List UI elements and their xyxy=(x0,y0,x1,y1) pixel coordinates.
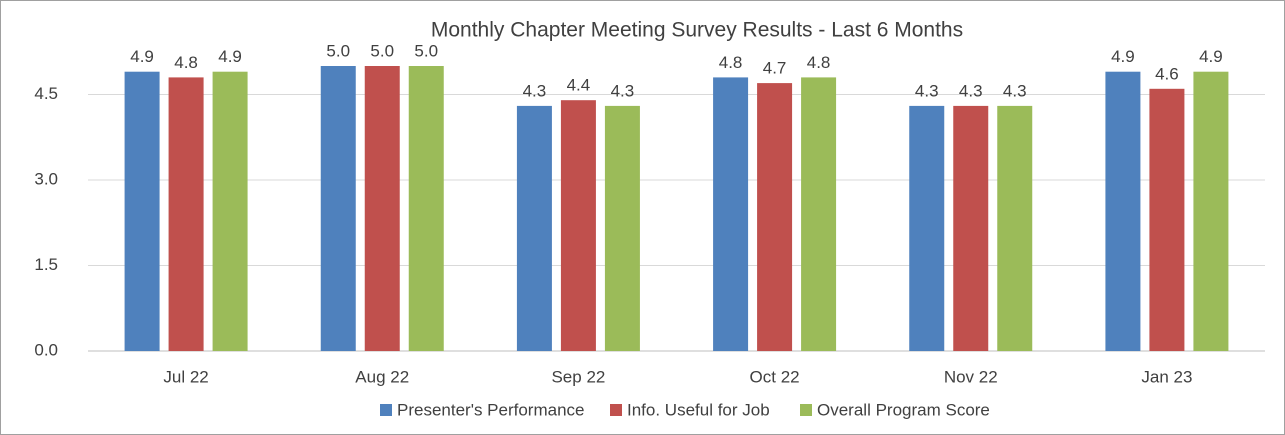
x-tick-label: Nov 22 xyxy=(944,367,998,386)
data-label: 4.8 xyxy=(807,53,831,72)
bar xyxy=(1105,71,1141,351)
bar xyxy=(320,66,356,351)
data-label: 4.7 xyxy=(763,59,787,78)
bar xyxy=(408,66,444,351)
data-label: 4.8 xyxy=(719,53,743,72)
bar xyxy=(516,105,552,352)
data-label: 4.9 xyxy=(218,47,242,66)
bar xyxy=(1193,71,1229,351)
data-label: 5.0 xyxy=(370,41,394,60)
data-label: 4.3 xyxy=(915,81,939,100)
bar xyxy=(364,66,400,351)
chart-title: Monthly Chapter Meeting Survey Results -… xyxy=(431,19,963,42)
x-tick-label: Jul 22 xyxy=(163,367,208,386)
bar xyxy=(909,105,945,352)
bar xyxy=(168,77,204,352)
bar xyxy=(801,77,837,352)
bar xyxy=(757,83,793,351)
x-tick-label: Sep 22 xyxy=(551,367,605,386)
bar xyxy=(953,105,989,352)
legend-swatch xyxy=(610,404,622,416)
legend-label: Overall Program Score xyxy=(817,400,990,419)
data-label: 4.3 xyxy=(1003,81,1027,100)
legend-swatch xyxy=(380,404,392,416)
data-label: 4.9 xyxy=(1111,47,1135,66)
x-tick-label: Jan 23 xyxy=(1141,367,1192,386)
bar xyxy=(124,71,160,351)
data-label: 4.4 xyxy=(567,76,591,95)
y-tick-label: 3.0 xyxy=(34,169,58,188)
bar xyxy=(713,77,749,352)
data-label: 4.9 xyxy=(1199,47,1223,66)
data-label: 5.0 xyxy=(326,41,350,60)
data-label: 4.9 xyxy=(130,47,154,66)
data-label: 4.3 xyxy=(611,81,635,100)
y-tick-label: 1.5 xyxy=(34,255,58,274)
legend-swatch xyxy=(800,404,812,416)
x-tick-label: Oct 22 xyxy=(750,367,800,386)
data-label: 4.6 xyxy=(1155,64,1179,83)
bar xyxy=(604,105,640,352)
bar xyxy=(1149,88,1185,352)
y-tick-label: 4.5 xyxy=(34,84,58,103)
data-label: 5.0 xyxy=(414,41,438,60)
bar xyxy=(560,100,596,351)
data-label: 4.3 xyxy=(959,81,983,100)
bar xyxy=(212,71,248,351)
legend-label: Presenter's Performance xyxy=(397,400,585,419)
data-label: 4.3 xyxy=(523,81,547,100)
data-label: 4.8 xyxy=(174,53,198,72)
y-tick-label: 0.0 xyxy=(34,340,58,359)
bar xyxy=(997,105,1033,352)
x-tick-label: Aug 22 xyxy=(355,367,409,386)
legend-label: Info. Useful for Job xyxy=(627,400,770,419)
